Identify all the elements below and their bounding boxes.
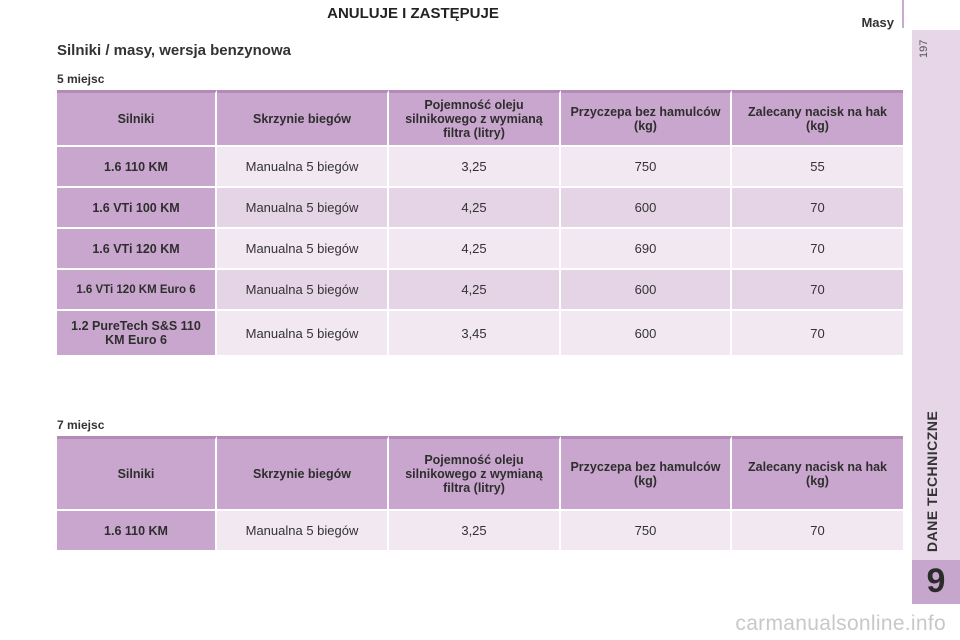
gearbox-cell: Manualna 5 biegów bbox=[217, 511, 389, 552]
column-header-oil-capacity: Pojemność oleju silnikowego z wymianą fi… bbox=[389, 436, 561, 511]
oil-capacity-cell: 3,25 bbox=[389, 147, 561, 188]
header-divider bbox=[902, 0, 904, 28]
replacement-notice: ANULUJE I ZASTĘPUJE bbox=[327, 5, 499, 22]
chapter-side-tab bbox=[912, 30, 960, 560]
table-label-7-seats: 7 miejsc bbox=[57, 418, 105, 432]
column-header-engines: Silniki bbox=[57, 90, 217, 147]
table-row: 1.6 VTi 120 KM Manualna 5 biegów 4,25 69… bbox=[57, 229, 903, 270]
oil-capacity-cell: 4,25 bbox=[389, 188, 561, 229]
table-row: 1.6 110 KM Manualna 5 biegów 3,25 750 70 bbox=[57, 511, 903, 552]
column-header-oil-capacity: Pojemność oleju silnikowego z wymianą fi… bbox=[389, 90, 561, 147]
gearbox-cell: Manualna 5 biegów bbox=[217, 270, 389, 311]
column-header-nose-weight: Zalecany nacisk na hak (kg) bbox=[732, 90, 903, 147]
column-header-gearbox: Skrzynie biegów bbox=[217, 436, 389, 511]
nose-weight-cell: 70 bbox=[732, 511, 903, 552]
table-label-5-seats: 5 miejsc bbox=[57, 72, 105, 86]
table-row: 1.6 110 KM Manualna 5 biegów 3,25 750 55 bbox=[57, 147, 903, 188]
chapter-number-box bbox=[912, 560, 960, 604]
oil-capacity-cell: 3,45 bbox=[389, 311, 561, 357]
chapter-title: DANE TECHNICZNE bbox=[924, 410, 940, 552]
table-row: 1.6 VTi 120 KM Euro 6 Manualna 5 biegów … bbox=[57, 270, 903, 311]
watermark: carmanualsonline.info bbox=[735, 612, 946, 635]
specs-table-5-seats: Silniki Skrzynie biegów Pojemność oleju … bbox=[57, 90, 903, 357]
chapter-number: 9 bbox=[926, 562, 946, 600]
table-header-row: Silniki Skrzynie biegów Pojemność oleju … bbox=[57, 436, 903, 511]
table-row: 1.6 VTi 100 KM Manualna 5 biegów 4,25 60… bbox=[57, 188, 903, 229]
gearbox-cell: Manualna 5 biegów bbox=[217, 188, 389, 229]
engine-cell: 1.6 110 KM bbox=[57, 147, 217, 188]
oil-capacity-cell: 4,25 bbox=[389, 270, 561, 311]
nose-weight-cell: 55 bbox=[732, 147, 903, 188]
oil-capacity-cell: 4,25 bbox=[389, 229, 561, 270]
specs-table-7-seats: Silniki Skrzynie biegów Pojemność oleju … bbox=[57, 436, 903, 552]
engine-cell: 1.6 VTi 100 KM bbox=[57, 188, 217, 229]
column-header-gearbox: Skrzynie biegów bbox=[217, 90, 389, 147]
gearbox-cell: Manualna 5 biegów bbox=[217, 229, 389, 270]
gearbox-cell: Manualna 5 biegów bbox=[217, 147, 389, 188]
table-row: 1.2 PureTech S&S 110 KM Euro 6 Manualna … bbox=[57, 311, 903, 357]
engine-cell: 1.6 VTi 120 KM bbox=[57, 229, 217, 270]
unbraked-trailer-cell: 600 bbox=[561, 311, 732, 357]
oil-capacity-cell: 3,25 bbox=[389, 511, 561, 552]
gearbox-cell: Manualna 5 biegów bbox=[217, 311, 389, 357]
column-header-unbraked-trailer: Przyczepa bez hamulców (kg) bbox=[561, 436, 732, 511]
page-number: 197 bbox=[918, 39, 930, 58]
unbraked-trailer-cell: 600 bbox=[561, 270, 732, 311]
engine-cell: 1.2 PureTech S&S 110 KM Euro 6 bbox=[57, 311, 217, 357]
nose-weight-cell: 70 bbox=[732, 188, 903, 229]
page-title: Silniki / masy, wersja benzynowa bbox=[57, 42, 291, 59]
nose-weight-cell: 70 bbox=[732, 229, 903, 270]
engine-cell: 1.6 110 KM bbox=[57, 511, 217, 552]
nose-weight-cell: 70 bbox=[732, 270, 903, 311]
nose-weight-cell: 70 bbox=[732, 311, 903, 357]
engine-cell: 1.6 VTi 120 KM Euro 6 bbox=[57, 270, 217, 311]
unbraked-trailer-cell: 750 bbox=[561, 511, 732, 552]
unbraked-trailer-cell: 690 bbox=[561, 229, 732, 270]
section-header: Masy bbox=[861, 15, 894, 30]
table-header-row: Silniki Skrzynie biegów Pojemność oleju … bbox=[57, 90, 903, 147]
column-header-unbraked-trailer: Przyczepa bez hamulców (kg) bbox=[561, 90, 732, 147]
unbraked-trailer-cell: 750 bbox=[561, 147, 732, 188]
unbraked-trailer-cell: 600 bbox=[561, 188, 732, 229]
column-header-engines: Silniki bbox=[57, 436, 217, 511]
column-header-nose-weight: Zalecany nacisk na hak (kg) bbox=[732, 436, 903, 511]
